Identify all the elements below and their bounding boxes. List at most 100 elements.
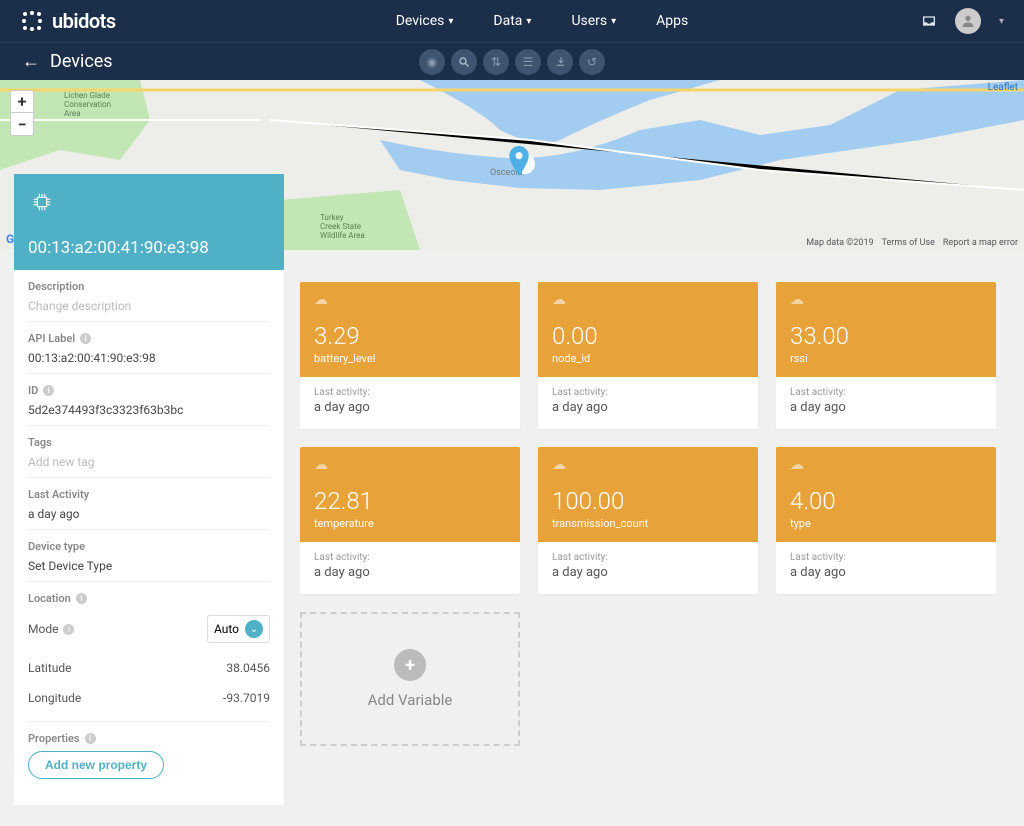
variable-value: 0.00 xyxy=(552,322,744,350)
variable-value: 4.00 xyxy=(790,487,982,515)
activity-label: Last activity: xyxy=(552,387,744,398)
map-toolbar: ◉ ⇅ ☰ ↺ xyxy=(419,49,605,75)
description-label: Description xyxy=(28,280,270,293)
search-icon[interactable] xyxy=(451,49,477,75)
brand-text: ubidots xyxy=(52,9,116,33)
variable-card[interactable]: ☁ 33.00 rssi Last activity: a day ago xyxy=(776,282,996,429)
mode-select[interactable]: Auto⌄ xyxy=(207,615,270,643)
variable-name: battery_level xyxy=(314,352,506,365)
device-type-field[interactable]: Device type Set Device Type xyxy=(28,530,270,582)
id-value: 5d2e374493f3c3323f63b3bc xyxy=(28,403,270,417)
zoom-control: + − xyxy=(10,90,34,136)
api-label-value: 00:13:a2:00:41:90:e3:98 xyxy=(28,351,270,365)
info-icon[interactable]: i xyxy=(76,593,87,604)
svg-text:Wildlife Area: Wildlife Area xyxy=(320,231,365,240)
activity-time: a day ago xyxy=(314,400,506,415)
caret-icon: ▾ xyxy=(526,16,531,27)
cloud-icon: ☁ xyxy=(790,457,982,473)
variable-card[interactable]: ☁ 3.29 battery_level Last activity: a da… xyxy=(300,282,520,429)
variable-card[interactable]: ☁ 100.00 transmission_count Last activit… xyxy=(538,447,758,594)
description-field[interactable]: Description Change description xyxy=(28,270,270,322)
nav-apps[interactable]: Apps xyxy=(656,13,688,29)
variables-main: ☁ 3.29 battery_level Last activity: a da… xyxy=(284,250,1024,805)
variable-card[interactable]: ☁ 4.00 type Last activity: a day ago xyxy=(776,447,996,594)
user-icon xyxy=(960,13,976,29)
user-avatar[interactable] xyxy=(955,8,981,34)
topbar-right: ▾ xyxy=(921,8,1004,34)
device-header-card: 00:13:a2:00:41:90:e3:98 xyxy=(14,174,284,270)
variable-cards-grid: ☁ 3.29 battery_level Last activity: a da… xyxy=(300,282,996,746)
info-icon[interactable]: i xyxy=(43,385,54,396)
subbar: ← Devices ◉ ⇅ ☰ ↺ xyxy=(0,42,1024,80)
cloud-icon: ☁ xyxy=(552,292,744,308)
add-property-button[interactable]: Add new property xyxy=(28,751,164,779)
cloud-icon: ☁ xyxy=(552,457,744,473)
longitude-row: Longitude-93.7019 xyxy=(28,683,270,713)
variable-value: 3.29 xyxy=(314,322,506,350)
variable-value: 33.00 xyxy=(790,322,982,350)
list-icon[interactable]: ☰ xyxy=(515,49,541,75)
nav-devices[interactable]: Devices▾ xyxy=(396,13,454,29)
variable-card[interactable]: ☁ 22.81 temperature Last activity: a day… xyxy=(300,447,520,594)
activity-label: Last activity: xyxy=(314,387,506,398)
nav-users[interactable]: Users▾ xyxy=(571,13,616,29)
variable-name: node_id xyxy=(552,352,744,365)
leaflet-link[interactable]: Leaflet xyxy=(988,82,1018,93)
top-nav: Devices▾ Data▾ Users▾ Apps xyxy=(396,13,689,29)
variable-value: 22.81 xyxy=(314,487,506,515)
activity-time: a day ago xyxy=(790,565,982,580)
zoom-out-button[interactable]: − xyxy=(11,113,33,135)
device-details-panel: Description Change description API Label… xyxy=(14,270,284,805)
svg-text:Turkey: Turkey xyxy=(320,213,344,222)
activity-time: a day ago xyxy=(552,565,744,580)
topbar: ubidots Devices▾ Data▾ Users▾ Apps ▾ xyxy=(0,0,1024,42)
svg-text:Area: Area xyxy=(64,109,80,118)
caret-icon[interactable]: ▾ xyxy=(999,16,1004,27)
activity-label: Last activity: xyxy=(790,387,982,398)
latitude-row: Latitude38.0456 xyxy=(28,653,270,683)
device-sidebar: 00:13:a2:00:41:90:e3:98 Description Chan… xyxy=(14,174,284,805)
activity-label: Last activity: xyxy=(314,552,506,563)
activity-label: Last activity: xyxy=(552,552,744,563)
activity-time: a day ago xyxy=(552,400,744,415)
description-placeholder: Change description xyxy=(28,299,270,313)
caret-icon: ▾ xyxy=(448,16,453,27)
map-marker-icon[interactable] xyxy=(508,146,530,176)
zoom-in-button[interactable]: + xyxy=(11,91,33,113)
device-chip-icon xyxy=(28,188,56,216)
variable-card[interactable]: ☁ 0.00 node_id Last activity: a day ago xyxy=(538,282,758,429)
add-variable-button[interactable]: +Add Variable xyxy=(300,612,520,746)
target-icon[interactable]: ◉ xyxy=(419,49,445,75)
activity-label: Last activity: xyxy=(790,552,982,563)
cloud-icon: ☁ xyxy=(790,292,982,308)
svg-text:Lichen Glade: Lichen Glade xyxy=(64,91,110,100)
chevron-down-icon: ⌄ xyxy=(245,620,263,638)
tags-field[interactable]: Tags Add new tag xyxy=(28,426,270,478)
plus-icon: + xyxy=(394,649,426,681)
variable-value: 100.00 xyxy=(552,487,744,515)
variable-name: transmission_count xyxy=(552,517,744,530)
activity-time: a day ago xyxy=(790,400,982,415)
device-id-title: 00:13:a2:00:41:90:e3:98 xyxy=(28,238,270,258)
info-icon[interactable]: i xyxy=(80,333,91,344)
activity-time: a day ago xyxy=(314,565,506,580)
undo-icon[interactable]: ↺ xyxy=(579,49,605,75)
variable-name: type xyxy=(790,517,982,530)
logo-icon xyxy=(20,9,44,33)
back-arrow-icon[interactable]: ← xyxy=(22,51,40,72)
cloud-icon: ☁ xyxy=(314,292,506,308)
nav-data[interactable]: Data▾ xyxy=(493,13,531,29)
cloud-icon: ☁ xyxy=(314,457,506,473)
sort-icon[interactable]: ⇅ xyxy=(483,49,509,75)
properties-section: Propertiesi Add new property xyxy=(28,721,270,787)
download-icon[interactable] xyxy=(547,49,573,75)
variable-name: temperature xyxy=(314,517,506,530)
map-attribution: Map data ©2019 Terms of Use Report a map… xyxy=(806,238,1018,248)
brand-logo[interactable]: ubidots xyxy=(20,9,116,33)
info-icon[interactable]: i xyxy=(85,733,96,744)
api-label-field: API Labeli 00:13:a2:00:41:90:e3:98 xyxy=(28,322,270,374)
info-icon[interactable]: i xyxy=(63,624,74,635)
subbar-title[interactable]: ← Devices xyxy=(22,51,113,72)
inbox-icon[interactable] xyxy=(921,13,937,29)
svg-text:Creek State: Creek State xyxy=(320,222,361,231)
